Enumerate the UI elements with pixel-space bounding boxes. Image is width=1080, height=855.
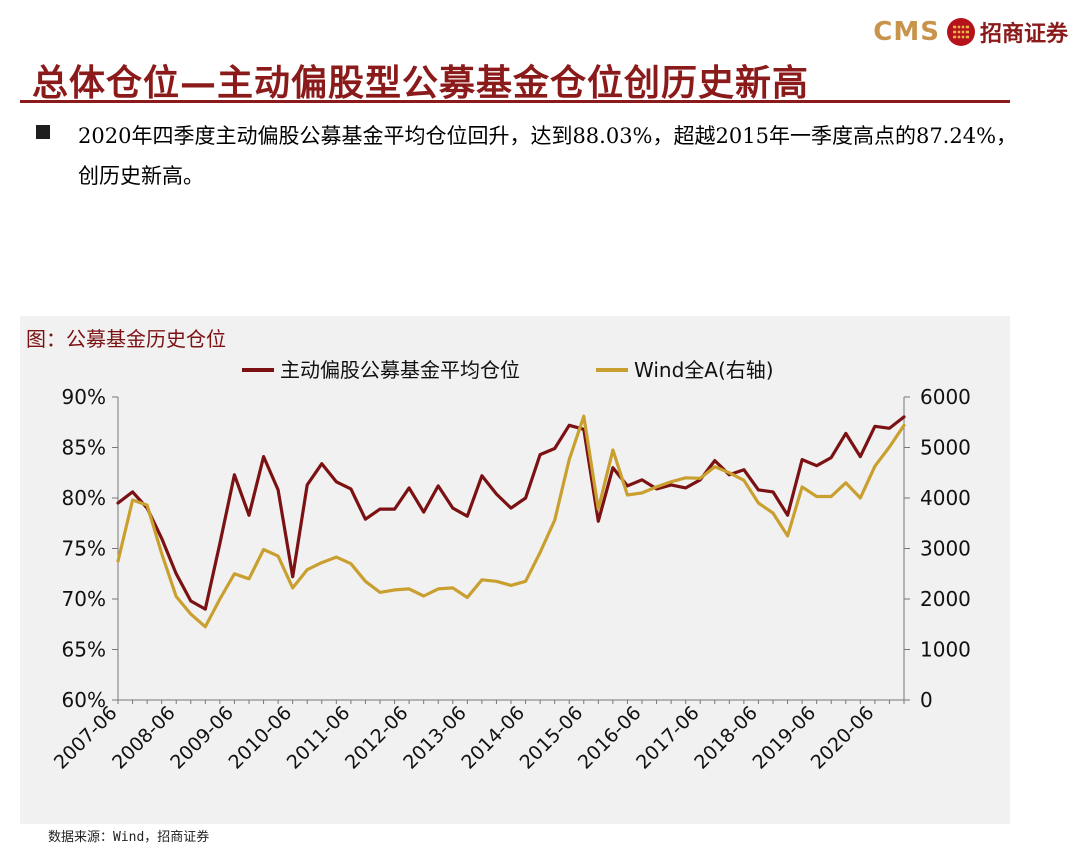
brand-logo-group: CMS 招商证券 — [873, 16, 1068, 48]
y-left-tick-label: 75% — [62, 537, 106, 561]
x-tick-label: 2017-06 — [632, 702, 704, 774]
y-left-tick-label: 90% — [62, 385, 106, 409]
x-tick-label: 2011-06 — [283, 702, 355, 774]
position-history-chart: 图：公募基金历史仓位 主动偏股公募基金平均仓位 Wind全A(右轴) 60% 65%… — [26, 327, 971, 774]
series-line-fund-position — [116, 415, 906, 611]
y-left-tick-label: 80% — [62, 486, 106, 510]
x-tick-label: 2020-06 — [807, 702, 879, 774]
source-note: 数据来源：Wind，招商证券 — [48, 830, 210, 845]
legend-label-wind-all-a: Wind全A(右轴) — [634, 358, 774, 382]
legend-label-fund-position: 主动偏股公募基金平均仓位 — [280, 358, 520, 382]
x-tick-label: 2012-06 — [341, 702, 413, 774]
y-right-tick-label: 4000 — [920, 486, 971, 510]
y-right-tick-label: 1000 — [920, 638, 971, 662]
x-tick-label: 2018-06 — [690, 702, 762, 774]
x-tick-label: 2013-06 — [399, 702, 471, 774]
chart-legend: 主动偏股公募基金平均仓位 Wind全A(右轴) — [242, 358, 774, 382]
brand-chinese-name: 招商证券 — [979, 21, 1068, 47]
title-divider — [20, 100, 1010, 103]
brand-emblem-icon — [946, 18, 975, 46]
x-tick-label: 2014-06 — [457, 702, 529, 774]
y-right-tick-label: 0 — [920, 688, 933, 712]
y-left-tick-label: 65% — [62, 638, 106, 662]
x-tick-label: 2007-06 — [50, 702, 122, 774]
brand-cms-text: CMS — [873, 17, 940, 47]
x-tick-label: 2008-06 — [108, 702, 180, 774]
page-title: 总体仓位—主动偏股型公募基金仓位创历史新高 — [32, 62, 810, 104]
y-right-tick-label: 2000 — [920, 587, 971, 611]
bullet-point: 2020年四季度主动偏股公募基金平均仓位回升，达到88.03%，超越2015年一… — [36, 116, 1026, 196]
y-right-tick-label: 3000 — [920, 537, 971, 561]
x-tick-label: 2016-06 — [574, 702, 646, 774]
y-left-tick-label: 85% — [62, 436, 106, 460]
y-left-tick-label: 70% — [62, 587, 106, 611]
series-line-wind-all-a — [116, 414, 906, 629]
chart-axes: 60% 65% 70% 75% 80% 85% 90% 0 1000 2000 3000 4000 50… — [50, 385, 971, 774]
y-left-tick-label: 60% — [62, 688, 106, 712]
x-tick-label: 2009-06 — [166, 702, 238, 774]
chart-series — [116, 414, 906, 629]
chart-panel: 图：公募基金历史仓位 主动偏股公募基金平均仓位 Wind全A(右轴) 60% 65%… — [20, 316, 1010, 824]
y-right-tick-label: 6000 — [920, 385, 971, 409]
bullet-text: 2020年四季度主动偏股公募基金平均仓位回升，达到88.03%，超越2015年一… — [78, 124, 1018, 188]
x-tick-label: 2019-06 — [749, 702, 821, 774]
chart-title: 图：公募基金历史仓位 — [26, 327, 226, 351]
square-bullet-icon — [36, 125, 50, 139]
x-tick-label: 2015-06 — [516, 702, 588, 774]
x-tick-label: 2010-06 — [225, 702, 297, 774]
y-right-tick-label: 5000 — [920, 436, 971, 460]
